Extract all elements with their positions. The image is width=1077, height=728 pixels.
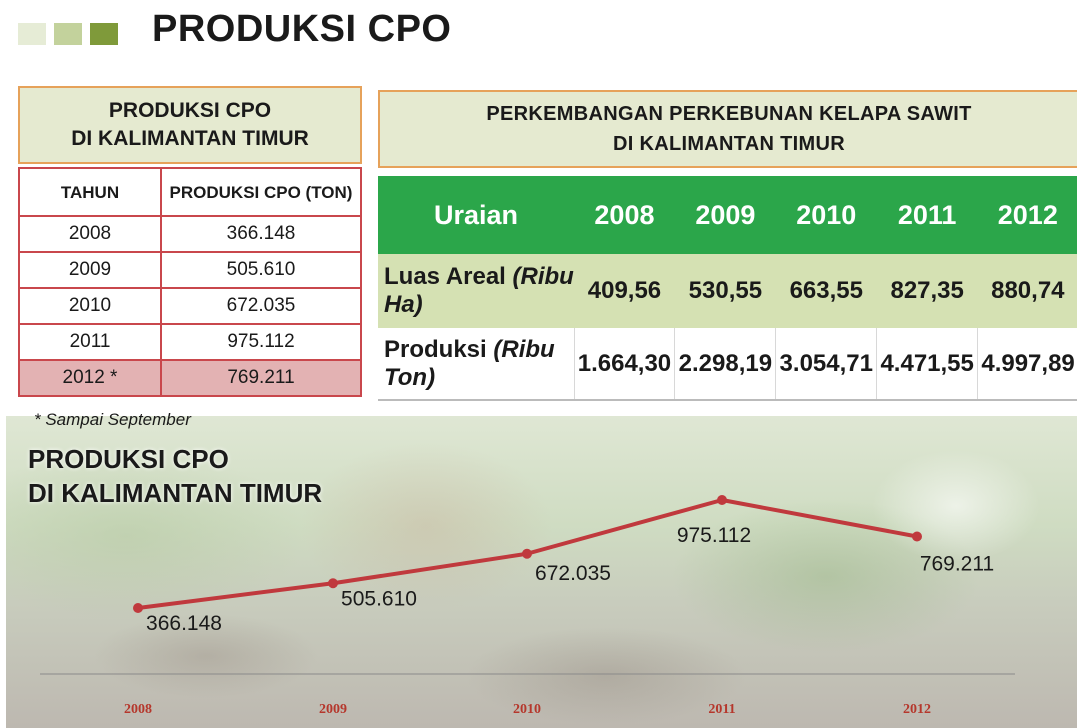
- year-cell: 2012 *: [18, 359, 162, 397]
- cpo-line-chart: 366.148 2008 505.610 2009 672.035 2010 975.112…: [40, 495, 1015, 717]
- row-label-produksi: Produksi (Ribu Ton): [378, 328, 575, 401]
- data-label: 975.112: [677, 524, 751, 547]
- year-cell: 2008: [18, 215, 162, 253]
- chart-title-line2: DI KALIMANTAN TIMUR: [28, 478, 323, 508]
- production-table: TAHUN PRODUKSI CPO (TON) 2008 366.148 20…: [18, 167, 362, 397]
- table-row: 2009 505.610: [18, 251, 362, 289]
- value-cell: 505.610: [160, 251, 362, 289]
- year-cell: 2010: [18, 287, 162, 325]
- value-cell: 1.664,30: [574, 328, 676, 401]
- col-header-uraian: Uraian: [378, 176, 574, 254]
- value-cell: 3.054,71: [775, 328, 878, 401]
- value-cell: 827,35: [876, 254, 978, 328]
- data-point: [133, 603, 143, 613]
- row-label-unit: (Ribu Ha): [384, 263, 574, 318]
- data-point: [328, 578, 338, 589]
- col-header-year: 2012: [977, 176, 1077, 254]
- left-table-header: PRODUKSI CPO DI KALIMANTAN TIMUR: [18, 86, 362, 164]
- footnote: * Sampai September: [34, 410, 191, 429]
- year-cell: 2011: [18, 323, 162, 361]
- chart-title: PRODUKSI CPO DI KALIMANTAN TIMUR: [28, 442, 322, 510]
- x-tick-label: 2011: [708, 702, 735, 717]
- value-cell: 4.997,89: [977, 328, 1077, 401]
- title-square-mid: [54, 23, 82, 45]
- left-table-title-line1: PRODUKSI CPO: [108, 99, 272, 122]
- table-row-luas-areal: Luas Areal (Ribu Ha) 409,56 530,55 663,5…: [378, 254, 1077, 328]
- year-cell: 2009: [18, 251, 162, 289]
- row-label-text: Produksi: [384, 335, 487, 363]
- data-point: [912, 531, 922, 542]
- x-tick-label: 2008: [124, 702, 152, 717]
- x-tick-label: 2010: [513, 702, 541, 717]
- row-label-luas-areal: Luas Areal (Ribu Ha): [378, 254, 574, 328]
- value-cell: 530,55: [674, 254, 776, 328]
- col-header-year: 2011: [876, 176, 978, 254]
- table-row: 2011 975.112: [18, 323, 362, 361]
- value-cell: 672.035: [160, 287, 362, 325]
- table-row-produksi: Produksi (Ribu Ton) 1.664,30 2.298,19 3.…: [378, 328, 1077, 401]
- table-row: 2008 366.148: [18, 215, 362, 253]
- chart-title-line1: PRODUKSI CPO: [28, 444, 229, 474]
- col-header-year: 2009: [674, 176, 776, 254]
- row-label-text: Luas Areal: [384, 263, 506, 290]
- value-cell: 880,74: [977, 254, 1077, 328]
- palm-fruit-background-photo: [6, 416, 1077, 728]
- value-cell: 663,55: [775, 254, 877, 328]
- col-header-year: TAHUN: [18, 167, 162, 217]
- right-table-header: PERKEMBANGAN PERKEBUNAN KELAPA SAWIT DI …: [378, 90, 1077, 168]
- data-label: 505.610: [341, 587, 417, 610]
- palm-oil-table-header-row: Uraian 2008 2009 2010 2011 2012: [378, 176, 1077, 254]
- palm-oil-table: Uraian 2008 2009 2010 2011 2012 Luas Are…: [378, 176, 1077, 401]
- value-cell: 975.112: [160, 323, 362, 361]
- value-cell: 2.298,19: [674, 328, 777, 401]
- col-header-year: 2010: [775, 176, 877, 254]
- data-point: [717, 495, 727, 505]
- x-tick-label: 2012: [903, 702, 931, 717]
- page-title: PRODUKSI CPO: [152, 8, 452, 50]
- data-point: [522, 548, 532, 559]
- data-label: 366.148: [146, 612, 222, 635]
- left-table-title-line2: DI KALIMANTAN TIMUR: [71, 127, 309, 150]
- table-row-highlighted: 2012 * 769.211: [18, 359, 362, 397]
- value-cell: 4.471,55: [876, 328, 979, 401]
- data-label: 769.211: [920, 553, 994, 576]
- title-square-light: [18, 23, 46, 45]
- title-square-dark: [90, 23, 118, 45]
- data-label: 672.035: [535, 562, 611, 585]
- right-table-title-line2: DI KALIMANTAN TIMUR: [613, 133, 845, 155]
- title-decoration: [18, 23, 118, 45]
- value-cell: 366.148: [160, 215, 362, 253]
- row-label-unit: (Ribu Ton): [384, 335, 555, 391]
- col-header-production: PRODUKSI CPO (TON): [160, 167, 362, 217]
- table-row: 2010 672.035: [18, 287, 362, 325]
- value-cell: 769.211: [160, 359, 362, 397]
- col-header-year: 2008: [574, 176, 675, 254]
- value-cell: 409,56: [574, 254, 675, 328]
- production-table-header-row: TAHUN PRODUKSI CPO (TON): [18, 167, 362, 217]
- right-table-title-line1: PERKEMBANGAN PERKEBUNAN KELAPA SAWIT: [486, 103, 972, 125]
- x-tick-label: 2009: [319, 702, 347, 717]
